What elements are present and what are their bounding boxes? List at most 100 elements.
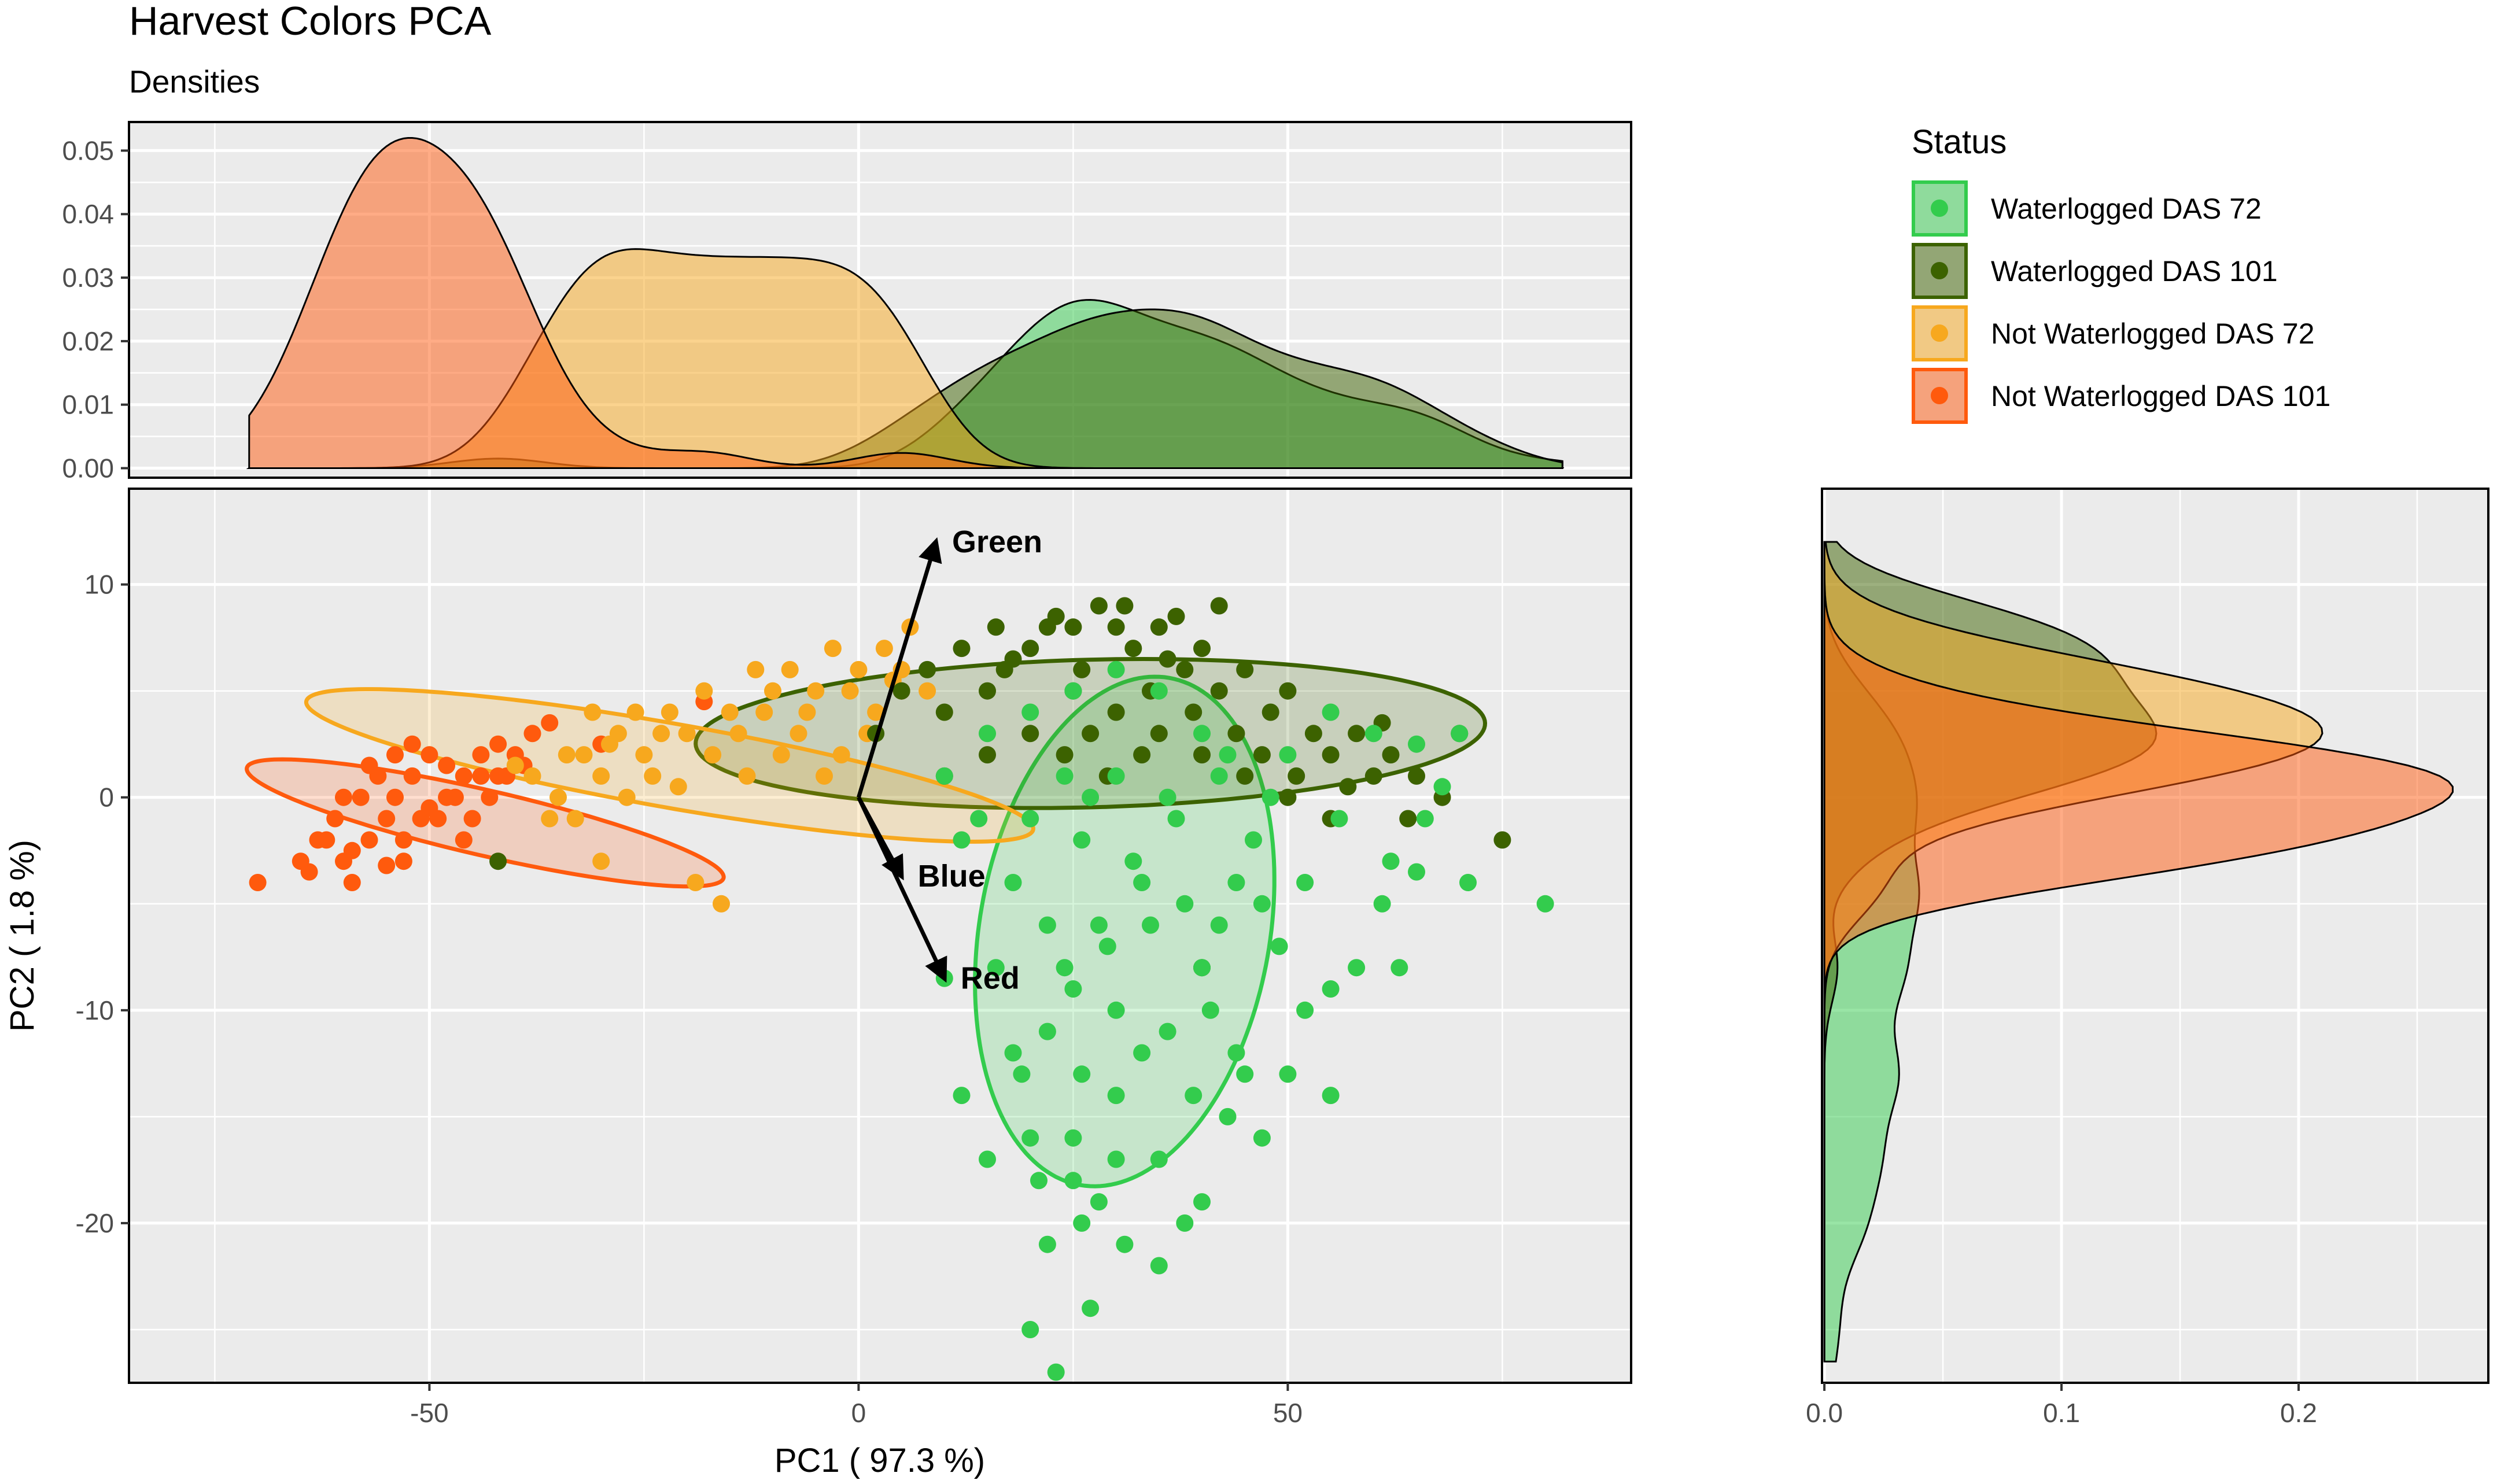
legend-key-point bbox=[1931, 387, 1948, 404]
data-point bbox=[1210, 767, 1228, 785]
top-y-tick-label: 0.01 bbox=[62, 390, 114, 420]
data-point bbox=[1364, 767, 1382, 785]
data-point bbox=[318, 831, 335, 849]
data-point bbox=[687, 874, 705, 891]
data-point bbox=[1270, 937, 1288, 955]
legend-key-point bbox=[1931, 324, 1948, 342]
data-point bbox=[1047, 1363, 1065, 1381]
data-point bbox=[781, 660, 799, 678]
main-scatter-border bbox=[128, 488, 1632, 1384]
data-point bbox=[1219, 746, 1237, 764]
data-point bbox=[1150, 682, 1168, 700]
data-point bbox=[489, 852, 507, 870]
data-point bbox=[1004, 874, 1022, 891]
data-point bbox=[378, 810, 396, 828]
data-point bbox=[360, 831, 378, 849]
data-point bbox=[1133, 874, 1151, 891]
legend: Waterlogged DAS 72 Waterlogged DAS 101 Not… bbox=[1912, 180, 2330, 424]
data-point bbox=[1193, 1193, 1211, 1211]
top-density-curves bbox=[246, 137, 1565, 470]
data-point bbox=[816, 767, 833, 785]
data-point bbox=[1013, 1065, 1031, 1083]
data-point bbox=[472, 746, 490, 764]
data-point bbox=[1382, 852, 1400, 870]
data-point bbox=[489, 735, 507, 753]
data-point bbox=[644, 767, 662, 785]
data-point bbox=[1107, 703, 1125, 721]
data-point bbox=[1373, 895, 1391, 913]
data-point bbox=[1201, 1001, 1219, 1019]
data-point bbox=[421, 746, 438, 764]
data-point bbox=[1124, 852, 1142, 870]
x-axis-label: PC1 ( 97.3 %) bbox=[774, 1442, 985, 1479]
data-point bbox=[463, 810, 481, 828]
data-point bbox=[1073, 831, 1091, 849]
data-point bbox=[1322, 746, 1340, 764]
data-point bbox=[1245, 831, 1262, 849]
data-point bbox=[919, 682, 936, 700]
data-point bbox=[1004, 1044, 1022, 1062]
legend-key-point bbox=[1931, 200, 1948, 217]
data-point bbox=[1098, 937, 1116, 955]
data-point bbox=[1056, 746, 1074, 764]
right-density-curves bbox=[1823, 541, 2454, 1363]
data-point bbox=[695, 682, 713, 700]
data-point bbox=[1279, 682, 1297, 700]
data-point bbox=[446, 788, 464, 806]
chart-title: Harvest Colors PCA bbox=[129, 0, 492, 43]
data-point bbox=[1064, 618, 1082, 636]
data-point bbox=[979, 682, 996, 700]
data-point bbox=[421, 799, 438, 817]
data-point bbox=[1090, 1193, 1108, 1211]
data-point bbox=[1021, 1129, 1039, 1147]
data-point bbox=[300, 863, 318, 881]
data-point bbox=[343, 841, 361, 859]
legend-key-point bbox=[1931, 262, 1948, 279]
data-point bbox=[721, 703, 739, 721]
data-point bbox=[953, 640, 971, 658]
loading-label: Green bbox=[952, 525, 1042, 559]
data-point bbox=[1064, 980, 1082, 998]
data-point bbox=[1227, 725, 1245, 743]
data-point bbox=[1185, 1087, 1203, 1105]
data-point bbox=[1116, 1235, 1134, 1253]
data-point bbox=[1064, 682, 1082, 700]
data-point bbox=[592, 767, 610, 785]
data-point bbox=[523, 767, 541, 785]
top-y-tick-label: 0.02 bbox=[62, 326, 114, 356]
data-point bbox=[661, 703, 678, 721]
data-point bbox=[1408, 767, 1425, 785]
loading-arrow bbox=[857, 537, 942, 798]
data-point bbox=[935, 767, 953, 785]
data-point bbox=[1330, 810, 1348, 828]
data-point bbox=[481, 788, 499, 806]
data-point bbox=[1253, 895, 1271, 913]
data-point bbox=[584, 703, 602, 721]
data-point bbox=[1399, 810, 1417, 828]
data-point bbox=[1116, 597, 1134, 615]
data-point bbox=[1038, 916, 1056, 934]
data-point bbox=[850, 660, 868, 678]
loading-arrows: Green Blue Red bbox=[857, 525, 1042, 996]
data-point bbox=[1193, 725, 1211, 743]
data-point bbox=[472, 767, 490, 785]
density-curve-top bbox=[248, 137, 1565, 470]
data-point bbox=[249, 874, 267, 891]
confidence-ellipse bbox=[304, 687, 1035, 844]
legend-key bbox=[1912, 305, 1968, 361]
data-point bbox=[798, 703, 816, 721]
data-point bbox=[1451, 725, 1469, 743]
data-point bbox=[1150, 618, 1168, 636]
axis-ticks: -50 0 50100-10-200.000.010.020.030.040.050… bbox=[62, 135, 2317, 1428]
data-point bbox=[1382, 746, 1400, 764]
data-point bbox=[1107, 1001, 1125, 1019]
data-point bbox=[1262, 788, 1279, 806]
data-point bbox=[386, 788, 404, 806]
data-point bbox=[1038, 1235, 1056, 1253]
data-point bbox=[678, 725, 696, 743]
data-point bbox=[1219, 1108, 1237, 1125]
data-point bbox=[1167, 607, 1185, 625]
data-point bbox=[1236, 767, 1254, 785]
data-point bbox=[1082, 1300, 1100, 1317]
data-point bbox=[1253, 1129, 1271, 1147]
